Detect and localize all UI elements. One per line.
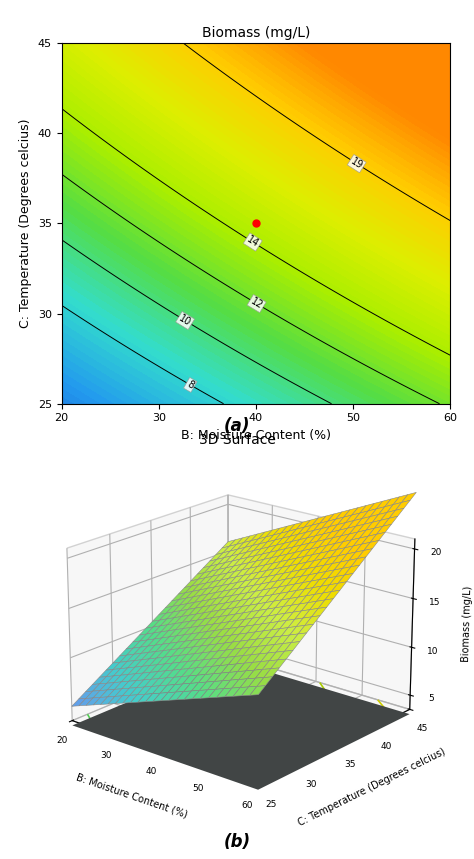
Y-axis label: C: Temperature (Degrees celcius): C: Temperature (Degrees celcius) (296, 746, 447, 828)
X-axis label: B: Moisture Content (%): B: Moisture Content (%) (75, 772, 189, 819)
Text: 10: 10 (177, 313, 193, 328)
Text: 14: 14 (245, 235, 261, 249)
Text: 8: 8 (185, 379, 195, 391)
Text: 12: 12 (249, 296, 264, 311)
Text: (b): (b) (223, 833, 251, 851)
Text: 19: 19 (349, 156, 365, 171)
X-axis label: B: Moisture Content (%): B: Moisture Content (%) (181, 429, 331, 442)
Text: (a): (a) (224, 417, 250, 435)
Title: 3D Surface: 3D Surface (199, 433, 275, 447)
Y-axis label: C: Temperature (Degrees celcius): C: Temperature (Degrees celcius) (19, 119, 32, 328)
Title: Biomass (mg/L): Biomass (mg/L) (202, 27, 310, 40)
